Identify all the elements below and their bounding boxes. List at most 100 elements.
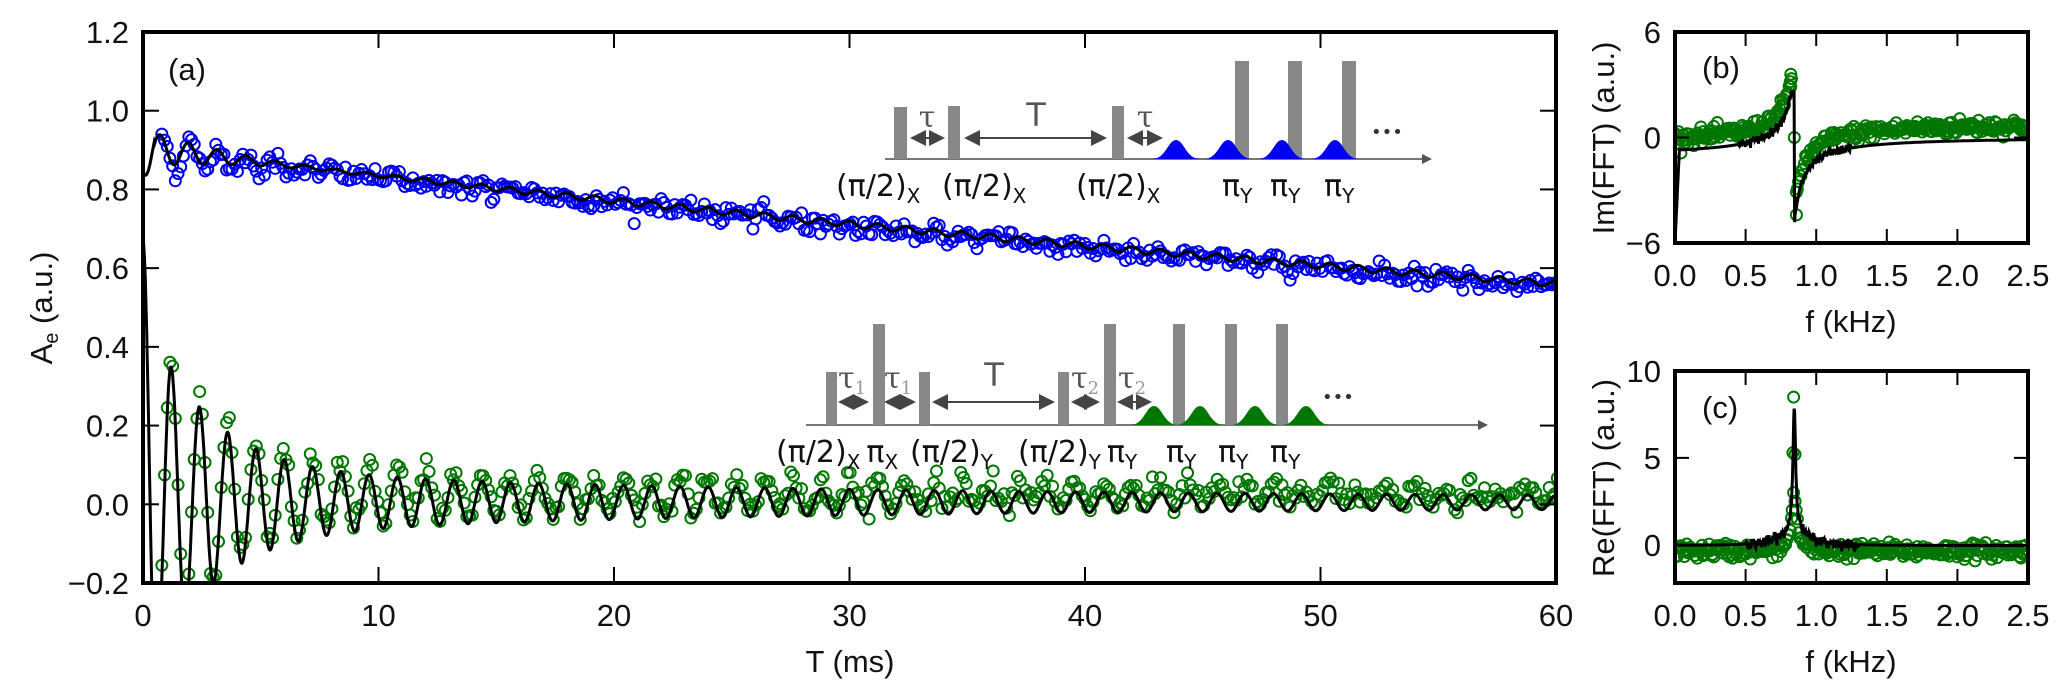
green-fit-line xyxy=(143,238,1556,583)
pulse-bar xyxy=(1342,61,1356,159)
pulse-label-main: (π/2) xyxy=(776,435,847,470)
pulse-bar xyxy=(1104,324,1116,425)
pulse-bar xyxy=(1235,61,1249,159)
pulse-label: (π/2)Y xyxy=(910,435,994,474)
green-data-point xyxy=(222,411,236,425)
blue-data-point xyxy=(1097,233,1111,247)
pulse-label-sub: Y xyxy=(1088,450,1102,474)
green-data-point xyxy=(436,501,450,515)
panel-c-ytick-label: 10 xyxy=(1627,354,1661,389)
blue-data-point xyxy=(581,199,595,213)
green-data-point xyxy=(1145,470,1159,484)
green-data-point xyxy=(1426,500,1440,514)
blue-data-point xyxy=(163,151,177,165)
panel-c-ylabel: Re(FFT) (a.u.) xyxy=(1586,379,1621,577)
green-data-point xyxy=(1008,488,1022,502)
green-data-point xyxy=(873,472,887,486)
readout-pulse xyxy=(1311,140,1359,159)
green-data-point xyxy=(1245,479,1259,493)
tau-main: τ xyxy=(884,361,901,396)
green-data-point xyxy=(1348,478,1362,492)
panel-a-ytick-label: 1.2 xyxy=(86,15,129,50)
pulse-label-main: π xyxy=(1222,169,1240,204)
green-data-point xyxy=(1410,475,1424,489)
im-fft-data-point xyxy=(2017,120,2028,134)
green-data-point xyxy=(193,385,207,399)
pulse-label-sub: Y xyxy=(1341,184,1355,208)
blue-data-point xyxy=(257,168,271,182)
green-data-point xyxy=(522,492,536,506)
blue-data-point xyxy=(865,228,879,242)
green-data-point xyxy=(649,472,663,486)
green-data-point xyxy=(454,484,468,498)
green-data-point xyxy=(1557,482,1568,493)
pulse-bar xyxy=(1276,324,1288,425)
pulse-label-main: π xyxy=(866,435,884,470)
green-data-point xyxy=(530,463,544,477)
pulse-bar xyxy=(1173,324,1185,425)
readout-pulse xyxy=(1231,406,1279,425)
re-fft-data-point xyxy=(1788,494,1802,508)
pulse-label: πY xyxy=(1222,169,1253,208)
green-data-point xyxy=(786,469,800,483)
blue-data-point xyxy=(627,217,641,231)
panel-a-ylabel: Ae (a.u.) xyxy=(24,252,63,365)
pulse-bar xyxy=(1058,372,1069,425)
blue-data-point xyxy=(1240,248,1254,262)
green-data-point xyxy=(376,519,390,533)
blue-data-point xyxy=(168,174,182,188)
pulse-bar xyxy=(873,324,885,425)
green-data-point xyxy=(843,466,857,480)
panel-c-label: (c) xyxy=(1702,390,1738,425)
blue-data-point xyxy=(1557,287,1568,298)
green-data-point xyxy=(1386,483,1400,497)
pulse-label-main: (π/2) xyxy=(942,169,1013,204)
tau-label: τ2 xyxy=(1118,361,1146,399)
green-data-point xyxy=(959,477,973,491)
pulse-label-sub: Y xyxy=(1287,450,1301,474)
green-data-point xyxy=(517,513,531,527)
green-data-point xyxy=(862,512,876,526)
time-axis-arrowhead xyxy=(1422,154,1432,164)
panel-b-xtick-label: 2.0 xyxy=(1936,258,1979,293)
green-data-point xyxy=(622,476,636,490)
tau-main: τ xyxy=(1071,361,1088,396)
panel-a-ytick-label: 1.0 xyxy=(86,94,129,129)
pulse-label-main: π xyxy=(1270,435,1288,470)
green-data-point xyxy=(336,455,350,469)
blue-data-point xyxy=(171,167,185,181)
panel-b-ytick-label: −6 xyxy=(1626,226,1661,261)
panel-c-frame xyxy=(1673,369,2030,585)
green-data-point xyxy=(1191,483,1205,497)
panel-c-axes: 0.0 0.5 1.0 1.5 2.0 2.5 0 5 10 xyxy=(1627,354,2050,633)
readout-pulse xyxy=(1204,140,1252,159)
green-data-point xyxy=(957,470,971,484)
panel-b-ytick-label: 6 xyxy=(1644,15,1661,50)
im-fft-data-point xyxy=(1784,72,1798,86)
green-data-point xyxy=(365,458,379,472)
green-data-point xyxy=(346,521,360,535)
green-data-point xyxy=(1464,471,1478,485)
ylabel-main: A xyxy=(24,343,59,364)
panel-b-marks xyxy=(1675,67,2028,243)
panel-b: 0.0 0.5 1.0 1.5 2.0 2.5 −6 0 6 (b) f (kHz) Im(FF… xyxy=(1586,15,2050,339)
green-data-point xyxy=(816,470,830,484)
pulse-label: πY xyxy=(1218,435,1249,474)
panel-c-marks xyxy=(1675,390,2028,568)
pulse-bar xyxy=(1112,106,1124,159)
re-fft-data-point xyxy=(1690,551,1704,565)
panel-a-ytick-label: 0.4 xyxy=(86,330,129,365)
green-data-point xyxy=(568,485,582,499)
pulse-label: (π/2)X xyxy=(776,435,861,474)
green-data-point xyxy=(1181,466,1195,480)
green-data-point xyxy=(419,452,433,466)
panel-a-ytick-label: −0.2 xyxy=(68,566,129,601)
green-data-point xyxy=(395,465,409,479)
tau-label: τ1 xyxy=(838,361,866,399)
green-data-point xyxy=(1399,500,1413,514)
tau-sub: 1 xyxy=(901,378,912,399)
panel-b-ytick-label: 0 xyxy=(1644,121,1661,156)
panel-a-ytick-label: 0.6 xyxy=(86,251,129,286)
panel-b-xtick-label: 1.0 xyxy=(1795,258,1838,293)
